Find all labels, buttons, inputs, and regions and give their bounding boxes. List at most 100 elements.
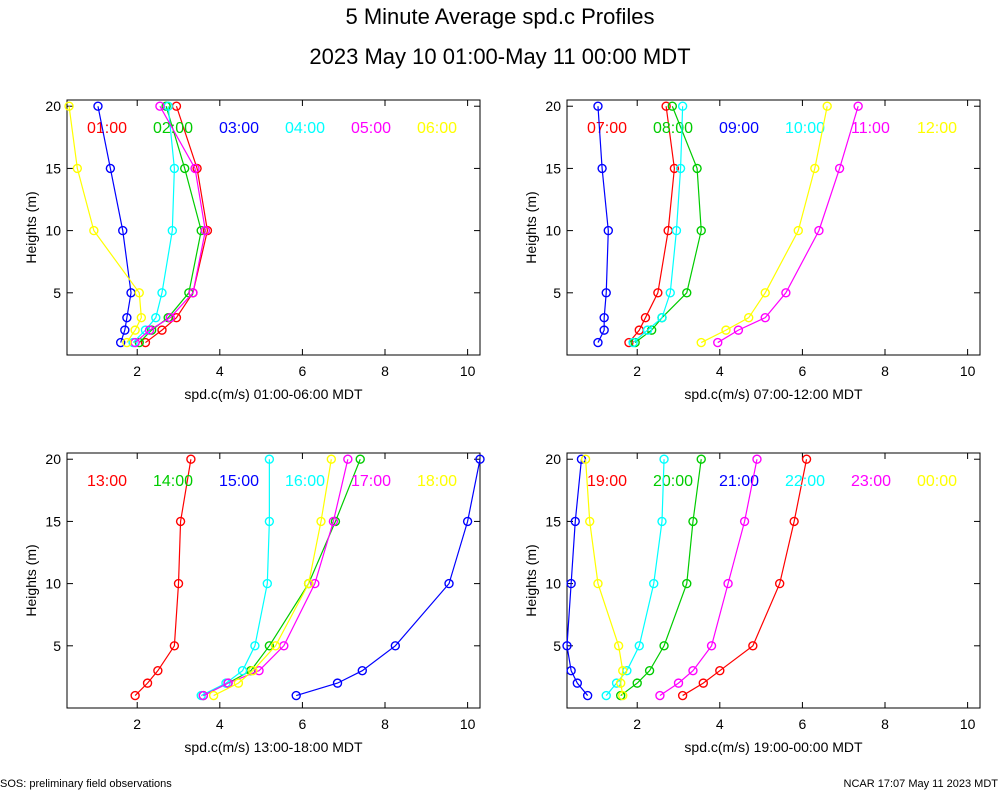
chart-subtitle: 2023 May 10 01:00-May 11 00:00 MDT [309,44,691,69]
data-point [624,337,634,348]
data-point [254,665,264,676]
data-point [122,312,132,323]
data-point [706,641,717,651]
data-point [696,337,706,348]
data-point [733,325,744,335]
chart-panel-4: 2 4 6 8 10 5 10 15 20 spd.c(m/s) 19:00-00:00 MDT H… [523,451,981,755]
data-point [572,678,583,688]
x-tick-label: 4 [216,363,224,379]
data-point [640,312,651,323]
y-tick-label: 10 [45,576,61,592]
y-tick-label: 5 [553,638,561,654]
data-point [303,578,314,589]
data-point [566,578,576,589]
data-point [657,516,667,527]
data-point [721,325,731,335]
y-tick-label: 10 [45,223,61,239]
data-point [462,516,473,527]
data-point [291,690,301,701]
data-point [655,690,665,701]
series-line-1400 [203,458,361,697]
data-point [748,641,758,651]
data-point [582,690,593,701]
data-point [618,690,628,701]
series-line-1600 [200,459,270,697]
y-axis-label: Heights (m) [523,191,539,263]
data-point [789,516,799,527]
data-point [853,101,863,111]
data-point [599,325,609,335]
data-point [613,641,624,651]
legend-entry: 07:00 [587,120,627,137]
data-point [198,690,208,701]
y-axis-label: Heights (m) [23,544,39,616]
x-axis-label: spd.c(m/s) 07:00-12:00 MDT [684,386,863,402]
x-tick-label: 6 [299,363,307,379]
y-tick-label: 20 [45,451,61,467]
data-point [675,163,686,174]
data-point [173,578,184,589]
data-point [673,678,684,688]
data-point [188,288,198,298]
data-point [696,225,706,236]
series-line-1500 [296,459,481,697]
x-tick-label: 2 [633,716,641,732]
data-point [822,101,832,111]
data-point [593,578,603,589]
data-point [642,325,653,335]
x-axis-label: spd.c(m/s) 13:00-18:00 MDT [184,739,363,755]
data-point [615,678,626,688]
x-tick-label: 8 [381,716,389,732]
plot-frame [66,99,481,356]
x-tick-label: 4 [216,716,224,732]
series-line-0000 [584,459,624,696]
data-point [89,225,99,236]
x-tick-label: 4 [716,716,724,732]
data-point [72,163,83,174]
footer-note: SOS: preliminary field observations [0,778,172,790]
x-tick-label: 6 [299,716,307,732]
data-point [169,641,180,651]
legend-entry: 12:00 [917,120,957,137]
data-point [390,641,401,651]
legend-entry: 08:00 [653,120,693,137]
series-line-2000 [620,459,702,697]
data-point [669,163,680,174]
series-line-1000 [632,106,684,344]
chart-title: 5 Minute Average spd.c Profiles [345,4,655,29]
x-tick-label: 10 [960,716,976,732]
x-tick-label: 6 [799,363,807,379]
y-tick-label: 20 [45,98,61,114]
x-tick-label: 4 [716,363,724,379]
data-point [688,665,698,676]
data-point [659,641,669,651]
data-point [671,225,682,236]
y-tick-label: 15 [545,513,561,529]
y-tick-label: 20 [545,98,561,114]
data-point [628,337,638,348]
plot-frame [566,99,981,356]
data-point [144,325,155,335]
data-point [601,288,611,298]
legend-entry: 21:00 [719,473,759,490]
series-line-0200 [138,106,202,343]
data-point [151,312,161,323]
data-point [136,312,147,323]
data-point [357,665,367,676]
series-line-1700 [203,459,349,697]
y-axis-label: Heights (m) [523,544,539,616]
y-tick-label: 10 [545,576,561,592]
legend-entry: 16:00 [285,473,325,490]
chart-panel-3: 2 4 6 8 10 5 10 15 20 spd.c(m/s) 13:00-18:00 MDT H… [23,451,485,755]
data-point [180,163,190,174]
data-point [801,454,812,464]
data-point [603,225,613,236]
series-line-1800 [213,459,332,697]
data-point [715,665,725,676]
chart-panel-2: 2 4 6 8 10 5 10 15 20 spd.c(m/s) 07:00-12:00 MDT H… [523,98,981,402]
data-point [343,454,353,464]
data-point [157,288,167,298]
y-tick-label: 15 [45,160,61,176]
data-point [142,678,153,688]
data-point [644,665,655,676]
